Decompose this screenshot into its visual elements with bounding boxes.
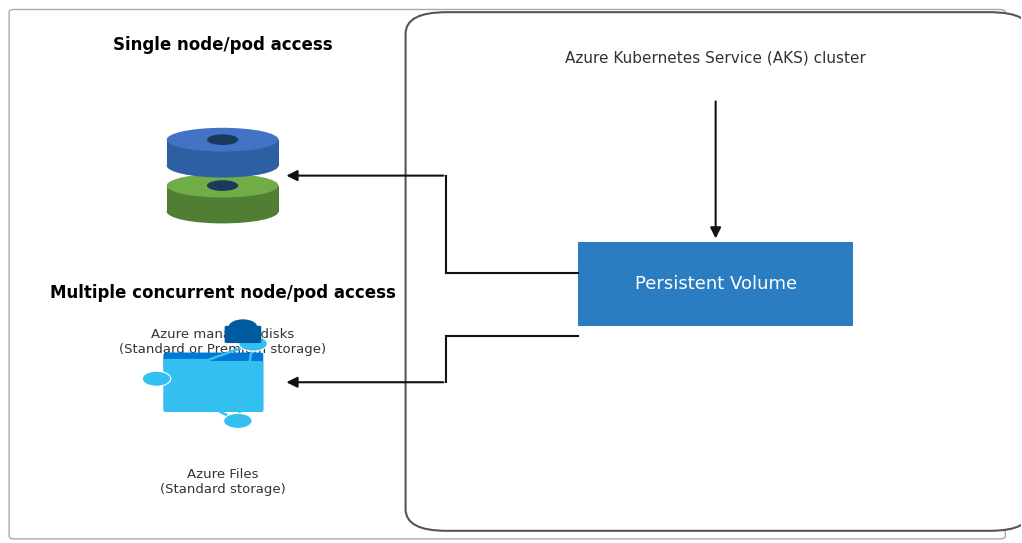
Ellipse shape — [167, 200, 279, 223]
Ellipse shape — [167, 128, 279, 151]
Bar — [167, 140, 279, 166]
Text: Single node/pod access: Single node/pod access — [112, 36, 332, 54]
Ellipse shape — [206, 134, 238, 145]
Bar — [167, 186, 279, 212]
Ellipse shape — [167, 154, 279, 178]
FancyBboxPatch shape — [164, 352, 264, 412]
FancyBboxPatch shape — [9, 9, 1006, 539]
FancyBboxPatch shape — [164, 361, 264, 412]
Text: Azure Files
(Standard storage): Azure Files (Standard storage) — [159, 468, 285, 496]
FancyBboxPatch shape — [164, 359, 208, 372]
Circle shape — [239, 336, 268, 351]
Text: Multiple concurrent node/pod access: Multiple concurrent node/pod access — [50, 284, 396, 302]
Text: Azure managed disks
(Standard or Premium storage): Azure managed disks (Standard or Premium… — [119, 328, 326, 356]
Text: Persistent Volume: Persistent Volume — [635, 275, 797, 293]
Circle shape — [229, 319, 258, 334]
Circle shape — [142, 371, 171, 386]
Text: Azure Kubernetes Service (AKS) cluster: Azure Kubernetes Service (AKS) cluster — [565, 50, 866, 66]
FancyBboxPatch shape — [578, 242, 853, 325]
FancyBboxPatch shape — [164, 353, 208, 367]
Circle shape — [224, 413, 252, 428]
Ellipse shape — [167, 174, 279, 198]
FancyBboxPatch shape — [406, 12, 1022, 531]
Ellipse shape — [206, 180, 238, 191]
FancyBboxPatch shape — [225, 326, 262, 343]
